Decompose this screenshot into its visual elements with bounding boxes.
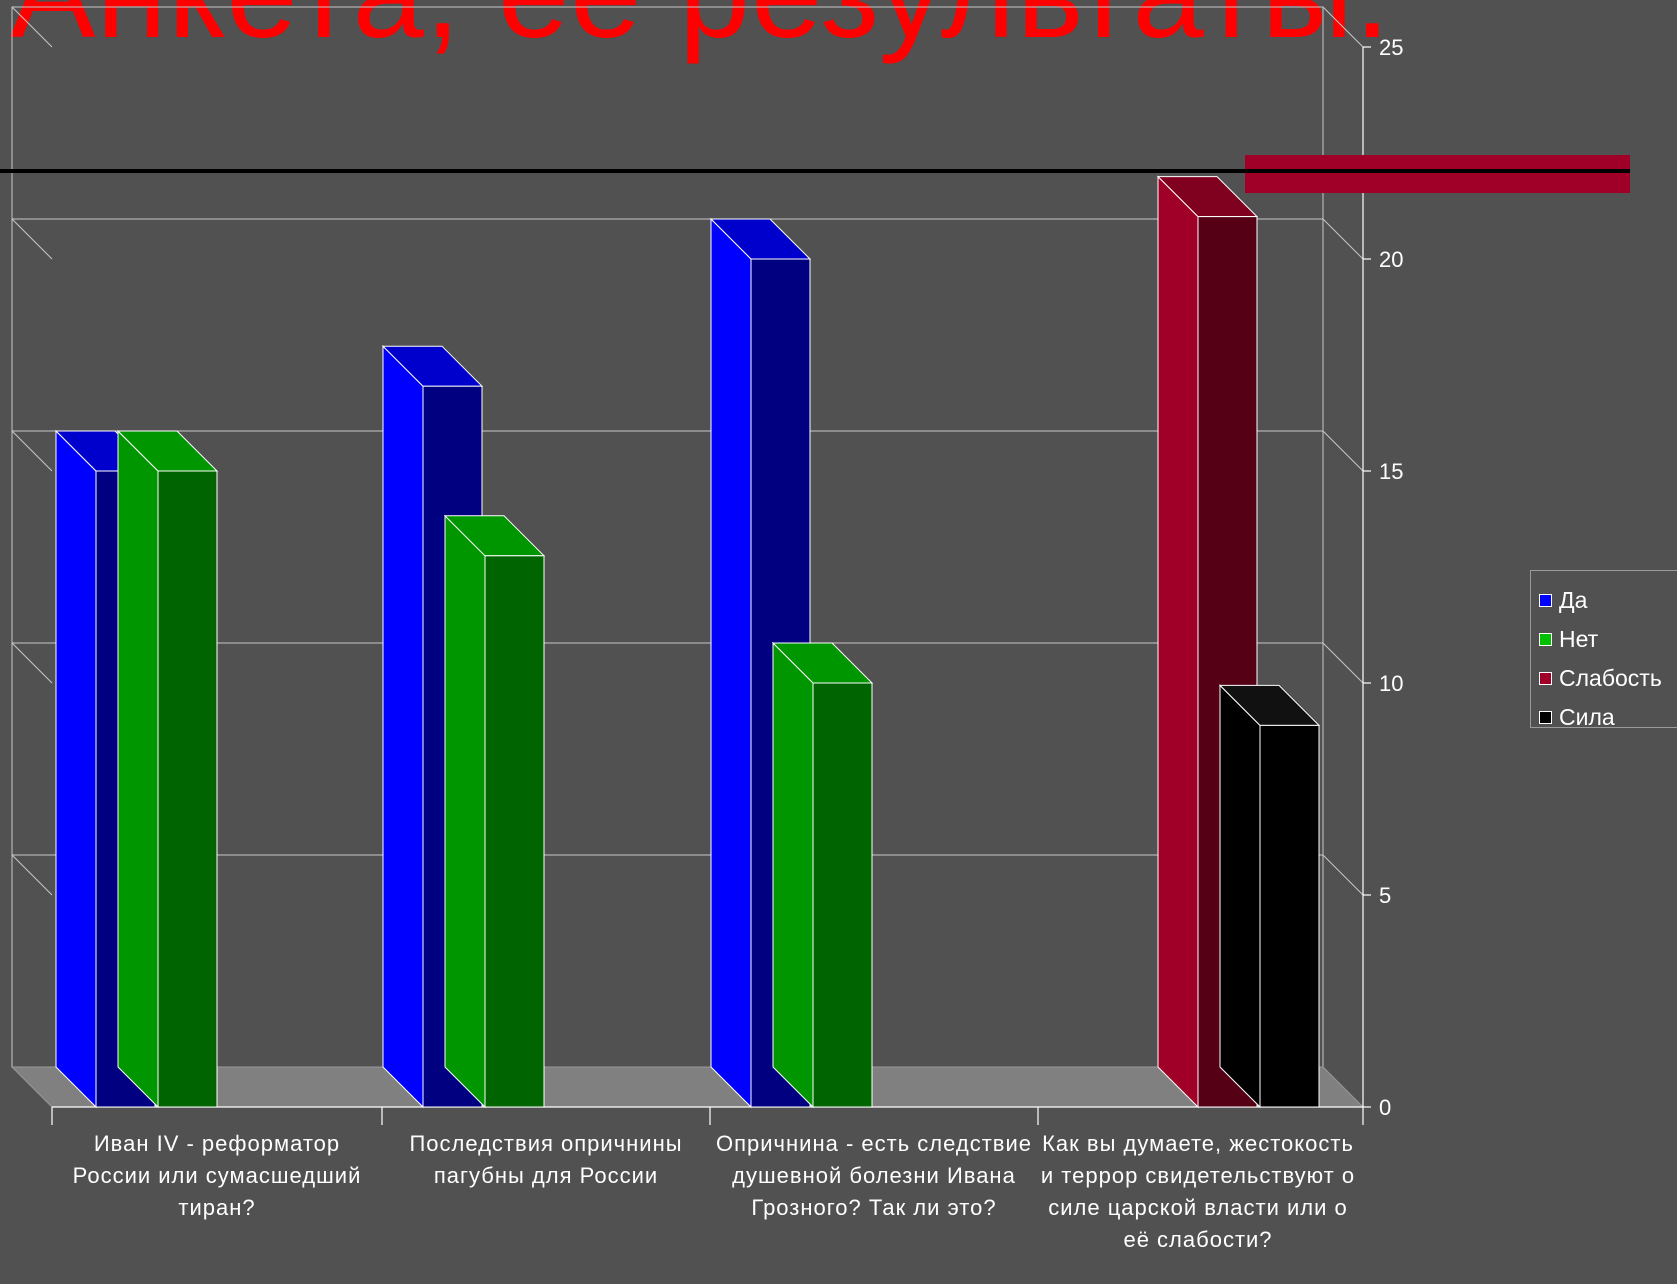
y-tick-label: 15 (1379, 459, 1403, 484)
y-tick-label: 25 (1379, 35, 1403, 60)
legend-label-da: Да (1559, 587, 1588, 613)
bar-Нет-2 (484, 555, 545, 1108)
legend-label-slabost: Слабость (1559, 665, 1662, 691)
legend-item-slabost: Слабость (1539, 659, 1677, 698)
legend-item-da: Да (1539, 581, 1677, 620)
bar-Слабость-4-side (1157, 175, 1199, 1109)
category-label-4: Как вы думаете, жестокость и террор свид… (1040, 1131, 1356, 1252)
wall-edge (1322, 6, 1364, 48)
bar-Сила-4-side (1219, 684, 1261, 1109)
bar-Нет-1 (157, 470, 218, 1108)
bar-Нет-2-side (444, 514, 486, 1109)
category-label-3: Опричнина - есть следствие душевной боле… (716, 1131, 1032, 1220)
bar-Нет-3-side (772, 641, 814, 1109)
gridline-side (11, 642, 53, 684)
legend-swatch-slabost (1539, 672, 1552, 685)
bar-Да-2-side (382, 344, 424, 1109)
gridline-side (1322, 218, 1364, 260)
gridline-side (11, 430, 53, 472)
legend-swatch-da (1539, 594, 1552, 607)
slide-accent-band (1245, 155, 1630, 193)
bar-Да-1-side (55, 429, 97, 1109)
legend-label-net: Нет (1559, 626, 1599, 652)
gridline-side (1322, 430, 1364, 472)
gridline-side (1322, 854, 1364, 896)
bar-Нет-3 (812, 682, 873, 1108)
legend-item-sila: Сила (1539, 698, 1677, 737)
category-label-2: Последствия опричнины пагубны для России (409, 1131, 683, 1188)
legend-label-sila: Сила (1559, 704, 1615, 730)
y-tick-label: 0 (1379, 1095, 1391, 1120)
y-tick-label: 20 (1379, 247, 1403, 272)
y-tick-label: 5 (1379, 883, 1391, 908)
gridline-side (11, 218, 53, 260)
bar-Да-3-side (710, 217, 752, 1109)
chart-legend: Да Нет Слабость Сила (1530, 570, 1677, 730)
slide-title: Анкета, ее результаты. (10, 0, 1391, 58)
legend-item-net: Нет (1539, 620, 1677, 659)
wall-edge (11, 6, 53, 48)
gridline-side (11, 854, 53, 896)
bar-Сила-4 (1259, 724, 1320, 1108)
category-label-1: Иван IV - реформатор России или сумасшед… (72, 1131, 362, 1220)
legend-swatch-net (1539, 633, 1552, 646)
y-tick-label: 10 (1379, 671, 1403, 696)
gridline-side (1322, 642, 1364, 684)
legend-swatch-sila (1539, 711, 1552, 724)
bar-Нет-1-side (117, 429, 159, 1109)
